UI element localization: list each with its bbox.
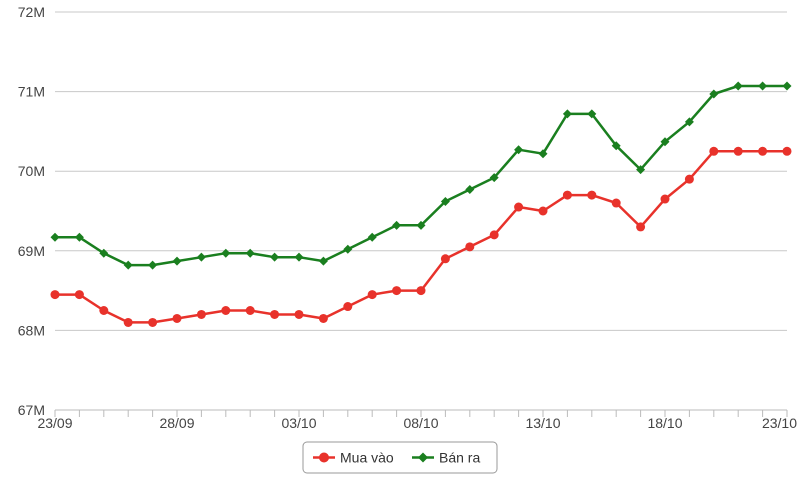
data-point[interactable]	[514, 145, 524, 155]
data-point[interactable]	[270, 309, 280, 319]
legend-label: Bán ra	[439, 450, 480, 466]
series-line-1	[55, 84, 787, 267]
data-point[interactable]	[733, 81, 743, 91]
data-point[interactable]	[123, 317, 133, 327]
x-tick-label: 23/09	[37, 415, 72, 431]
data-point[interactable]	[758, 146, 768, 156]
data-point[interactable]	[367, 290, 377, 300]
data-point[interactable]	[440, 254, 450, 264]
data-point[interactable]	[123, 260, 133, 270]
data-point[interactable]	[318, 256, 328, 266]
data-point[interactable]	[343, 244, 353, 254]
legend-box	[302, 441, 498, 474]
y-tick-label: 71M	[18, 84, 45, 100]
data-point[interactable]	[392, 286, 402, 296]
data-point[interactable]	[489, 230, 499, 240]
series-group	[50, 81, 792, 327]
y-axis-tick-labels: 67M 68M 69M 70M 71M 72M	[18, 4, 45, 418]
legend-circle-marker	[319, 452, 329, 463]
y-gridlines	[55, 11, 787, 331]
data-point[interactable]	[782, 81, 792, 91]
series-line-0	[55, 150, 787, 324]
data-point[interactable]	[99, 248, 109, 258]
data-point[interactable]	[562, 109, 572, 119]
data-point[interactable]	[50, 232, 60, 242]
data-point[interactable]	[245, 306, 255, 315]
data-point[interactable]	[538, 206, 548, 216]
data-point[interactable]	[709, 89, 719, 99]
y-tick-label: 68M	[18, 322, 45, 338]
data-point[interactable]	[709, 146, 719, 156]
data-point[interactable]	[294, 309, 304, 319]
data-point[interactable]	[587, 109, 597, 119]
data-point[interactable]	[416, 286, 426, 296]
y-tick-label: 70M	[18, 163, 45, 179]
data-point[interactable]	[50, 290, 60, 300]
data-point[interactable]	[636, 222, 646, 232]
data-point[interactable]	[367, 232, 377, 242]
data-point[interactable]	[489, 173, 499, 183]
data-point[interactable]	[416, 220, 426, 230]
data-point[interactable]	[245, 248, 255, 258]
y-tick-label: 67M	[18, 402, 45, 418]
data-point[interactable]	[465, 185, 475, 195]
data-point[interactable]	[172, 313, 182, 323]
data-point[interactable]	[562, 190, 572, 200]
data-point[interactable]	[684, 117, 694, 127]
data-point[interactable]	[758, 81, 768, 91]
legend: Mua vào Bán ra	[302, 441, 498, 474]
data-point[interactable]	[99, 306, 109, 315]
data-point[interactable]	[74, 290, 84, 300]
y-tick-label: 72M	[18, 4, 45, 20]
data-point[interactable]	[684, 174, 694, 184]
legend-label: Mua vào	[340, 450, 394, 466]
x-tick-label: 28/09	[159, 415, 194, 431]
data-point[interactable]	[611, 141, 621, 151]
legend-item-0[interactable]: Mua vào	[313, 450, 394, 466]
data-point[interactable]	[221, 248, 231, 258]
data-point[interactable]	[148, 260, 158, 270]
x-tick-label: 23/10	[762, 415, 797, 431]
data-point[interactable]	[294, 252, 304, 262]
data-point[interactable]	[172, 256, 182, 266]
data-point[interactable]	[538, 149, 548, 159]
data-point[interactable]	[611, 198, 621, 208]
data-point[interactable]	[148, 317, 158, 327]
data-point[interactable]	[733, 146, 743, 156]
data-point[interactable]	[587, 190, 597, 200]
data-point[interactable]	[782, 146, 792, 156]
data-point[interactable]	[392, 220, 402, 230]
x-tick-label: 13/10	[525, 415, 560, 431]
data-point[interactable]	[440, 196, 450, 206]
x-axis-ticks	[54, 410, 788, 417]
data-point[interactable]	[74, 232, 84, 242]
data-point[interactable]	[660, 137, 670, 147]
x-tick-label: 08/10	[403, 415, 438, 431]
data-point[interactable]	[221, 306, 231, 315]
data-point[interactable]	[318, 313, 328, 323]
data-point[interactable]	[660, 194, 670, 204]
data-point[interactable]	[196, 309, 206, 319]
data-point[interactable]	[465, 242, 475, 252]
x-tick-label: 03/10	[281, 415, 316, 431]
legend-item-1[interactable]: Bán ra	[412, 450, 480, 466]
data-point[interactable]	[343, 302, 353, 312]
x-axis-tick-labels: 23/09 28/09 03/10 08/10 13/10 18/10 23/10	[37, 415, 797, 431]
y-tick-label: 69M	[18, 243, 45, 259]
data-point[interactable]	[636, 165, 646, 175]
x-tick-label: 18/10	[647, 415, 682, 431]
data-point[interactable]	[270, 252, 280, 262]
data-point[interactable]	[196, 252, 206, 262]
legend-diamond-marker	[418, 452, 428, 463]
data-point[interactable]	[514, 202, 524, 212]
